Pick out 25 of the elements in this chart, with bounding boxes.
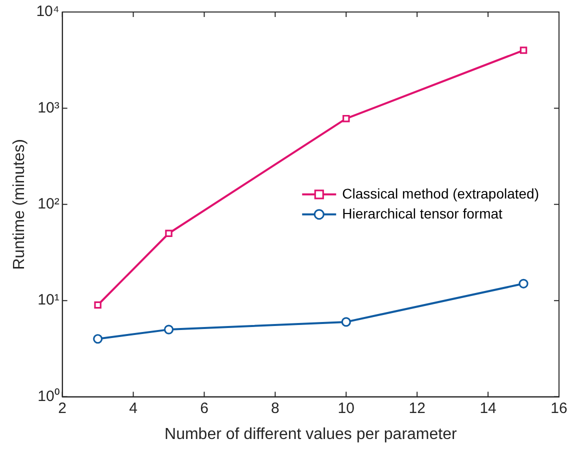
y-axis-title: Runtime (minutes) — [11, 139, 28, 270]
x-tick-label: 2 — [58, 400, 66, 417]
x-tick-label: 6 — [200, 400, 208, 417]
point — [520, 46, 528, 54]
legend-label: Classical method (extrapolated) — [342, 185, 540, 202]
x-tick-label: 12 — [408, 400, 426, 417]
point — [165, 230, 172, 237]
x-tick-label: 4 — [129, 400, 138, 417]
legend-label: Hierarchical tensor format — [342, 205, 503, 222]
point — [93, 334, 103, 344]
point — [342, 114, 350, 122]
y-tick-label: 10¹ — [38, 292, 60, 309]
x-axis-title: Number of different values per parameter — [164, 426, 458, 443]
x-tick-label: 8 — [271, 400, 280, 417]
y-tick-label: 10² — [38, 196, 60, 213]
point — [518, 278, 528, 288]
x-tick-label: 16 — [550, 400, 568, 417]
point — [164, 324, 174, 334]
x-tick-label: 14 — [480, 400, 496, 417]
point — [94, 301, 102, 309]
y-tick-label: 10³ — [38, 99, 60, 116]
x-tick-label: 10 — [338, 400, 354, 417]
y-tick-label: 10⁰ — [38, 388, 60, 405]
y-tick-label: 10⁴ — [36, 3, 60, 20]
point — [341, 317, 351, 327]
